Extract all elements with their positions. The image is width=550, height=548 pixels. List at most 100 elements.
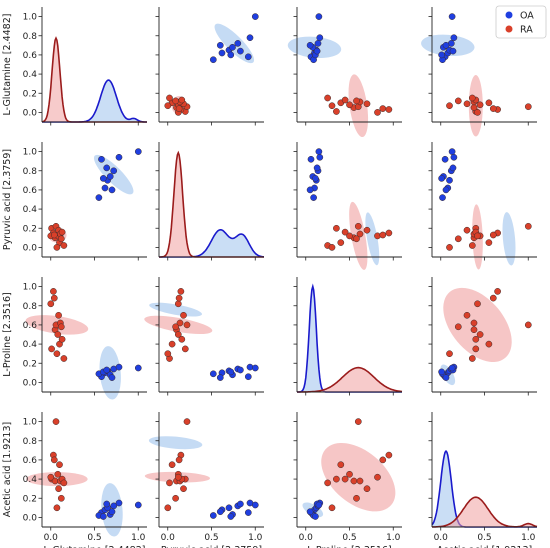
point-ra bbox=[524, 321, 532, 329]
point-ra bbox=[54, 470, 62, 478]
point-ra bbox=[363, 485, 371, 493]
point-oa bbox=[209, 370, 217, 378]
point-oa bbox=[101, 184, 109, 192]
point-ra bbox=[176, 319, 184, 327]
point-oa bbox=[106, 173, 114, 180]
point-ra bbox=[346, 101, 353, 109]
point-ra bbox=[174, 473, 182, 481]
point-ra bbox=[324, 94, 331, 102]
y-tick-label: 1.0 bbox=[23, 13, 38, 23]
point-oa bbox=[312, 513, 319, 520]
point-ra bbox=[333, 108, 340, 115]
point-ra bbox=[470, 319, 478, 327]
point-ra bbox=[47, 473, 55, 481]
confidence-ellipse-oa bbox=[93, 154, 134, 195]
point-ra bbox=[328, 244, 336, 251]
y-axis-label: L-Glutamine [2.4482] bbox=[2, 14, 13, 116]
point-oa bbox=[244, 509, 252, 516]
point-ra bbox=[175, 105, 183, 112]
y-axis-label: Acetic acid [1.9213] bbox=[2, 422, 13, 517]
point-oa bbox=[234, 40, 242, 47]
point-oa bbox=[209, 512, 217, 519]
point-oa bbox=[216, 374, 224, 381]
panel-acetic-acid-vs-l-glutamine: 0.0 0.5 1.0 0.0 0.2 0.4 0.6 0.8 1.0 L-Glutamine [… bbox=[2, 412, 147, 548]
point-oa bbox=[438, 175, 445, 182]
point-ra bbox=[50, 456, 58, 464]
point-ra bbox=[346, 232, 353, 240]
point-oa bbox=[438, 51, 445, 59]
point-oa bbox=[115, 153, 123, 161]
point-ra bbox=[385, 106, 393, 113]
point-ra bbox=[485, 340, 493, 348]
point-ra bbox=[353, 97, 360, 105]
point-oa bbox=[95, 194, 103, 201]
point-oa bbox=[103, 164, 111, 172]
x-tick-label: 1.0 bbox=[521, 533, 536, 543]
kde-line-ra bbox=[432, 496, 538, 528]
point-oa bbox=[134, 501, 142, 509]
y-tick-label: 0.4 bbox=[23, 70, 38, 80]
point-ra bbox=[58, 228, 66, 236]
point-oa bbox=[316, 34, 324, 42]
x-tick-label: 0.5 bbox=[204, 533, 218, 543]
point-oa bbox=[439, 194, 446, 201]
x-axis-label: L-Proline [2.3516] bbox=[307, 545, 391, 548]
panel-pyruvic-acid-vs-acetic-acid bbox=[428, 142, 537, 270]
point-ra bbox=[454, 323, 462, 331]
point-ra bbox=[58, 335, 66, 343]
point-ra bbox=[354, 222, 362, 230]
point-ra bbox=[53, 504, 61, 512]
point-ra bbox=[60, 242, 68, 249]
point-oa bbox=[98, 155, 105, 163]
point-ra bbox=[472, 345, 480, 353]
point-ra bbox=[175, 456, 183, 464]
point-ra bbox=[468, 94, 476, 102]
y-tick-label: 1.0 bbox=[23, 148, 38, 158]
point-oa bbox=[313, 164, 321, 172]
panel-l-glutamine-vs-l-proline bbox=[287, 7, 402, 138]
point-oa bbox=[450, 34, 458, 42]
y-tick-label: 0.6 bbox=[23, 321, 38, 331]
confidence-ellipse-ra bbox=[321, 442, 396, 512]
point-ra bbox=[57, 323, 65, 331]
point-ra bbox=[50, 288, 57, 295]
point-ra bbox=[56, 461, 63, 469]
point-oa bbox=[442, 374, 450, 381]
legend-label-ra: RA bbox=[520, 25, 533, 36]
point-ra bbox=[463, 100, 471, 108]
panel-grid: 0.00.20.40.60.81.0L-Glutamine [2.4482]0.… bbox=[2, 7, 538, 548]
y-tick-label: 0.2 bbox=[23, 359, 37, 369]
x-axis-label: Acetic acid [1.9213] bbox=[437, 545, 532, 548]
point-ra bbox=[328, 504, 336, 512]
point-oa bbox=[306, 186, 314, 194]
point-oa bbox=[441, 155, 449, 163]
point-oa bbox=[229, 43, 236, 51]
point-ra bbox=[446, 102, 453, 110]
panel-l-proline-vs-acetic-acid bbox=[428, 277, 537, 396]
y-tick-label: 0.0 bbox=[23, 513, 38, 523]
kde-fill-oa bbox=[297, 286, 402, 392]
point-oa bbox=[315, 501, 323, 509]
point-ra bbox=[180, 485, 187, 493]
point-oa bbox=[442, 186, 450, 194]
legend-label-oa: OA bbox=[520, 11, 534, 22]
point-oa bbox=[448, 13, 456, 20]
y-tick-label: 0.6 bbox=[23, 51, 38, 61]
point-oa bbox=[115, 499, 123, 507]
point-ra bbox=[50, 231, 58, 239]
point-ra bbox=[446, 244, 453, 251]
point-ra bbox=[470, 326, 478, 334]
point-ra bbox=[385, 451, 393, 459]
point-oa bbox=[449, 164, 457, 172]
point-ra bbox=[166, 94, 173, 102]
point-ra bbox=[168, 461, 176, 469]
point-ra bbox=[174, 300, 182, 308]
point-oa bbox=[446, 176, 453, 184]
point-oa bbox=[237, 366, 244, 374]
point-oa bbox=[442, 41, 450, 49]
point-oa bbox=[251, 364, 259, 372]
point-ra bbox=[356, 477, 364, 485]
point-oa bbox=[306, 41, 314, 49]
point-ra bbox=[476, 331, 484, 338]
x-tick-label: 0.0 bbox=[44, 533, 59, 543]
